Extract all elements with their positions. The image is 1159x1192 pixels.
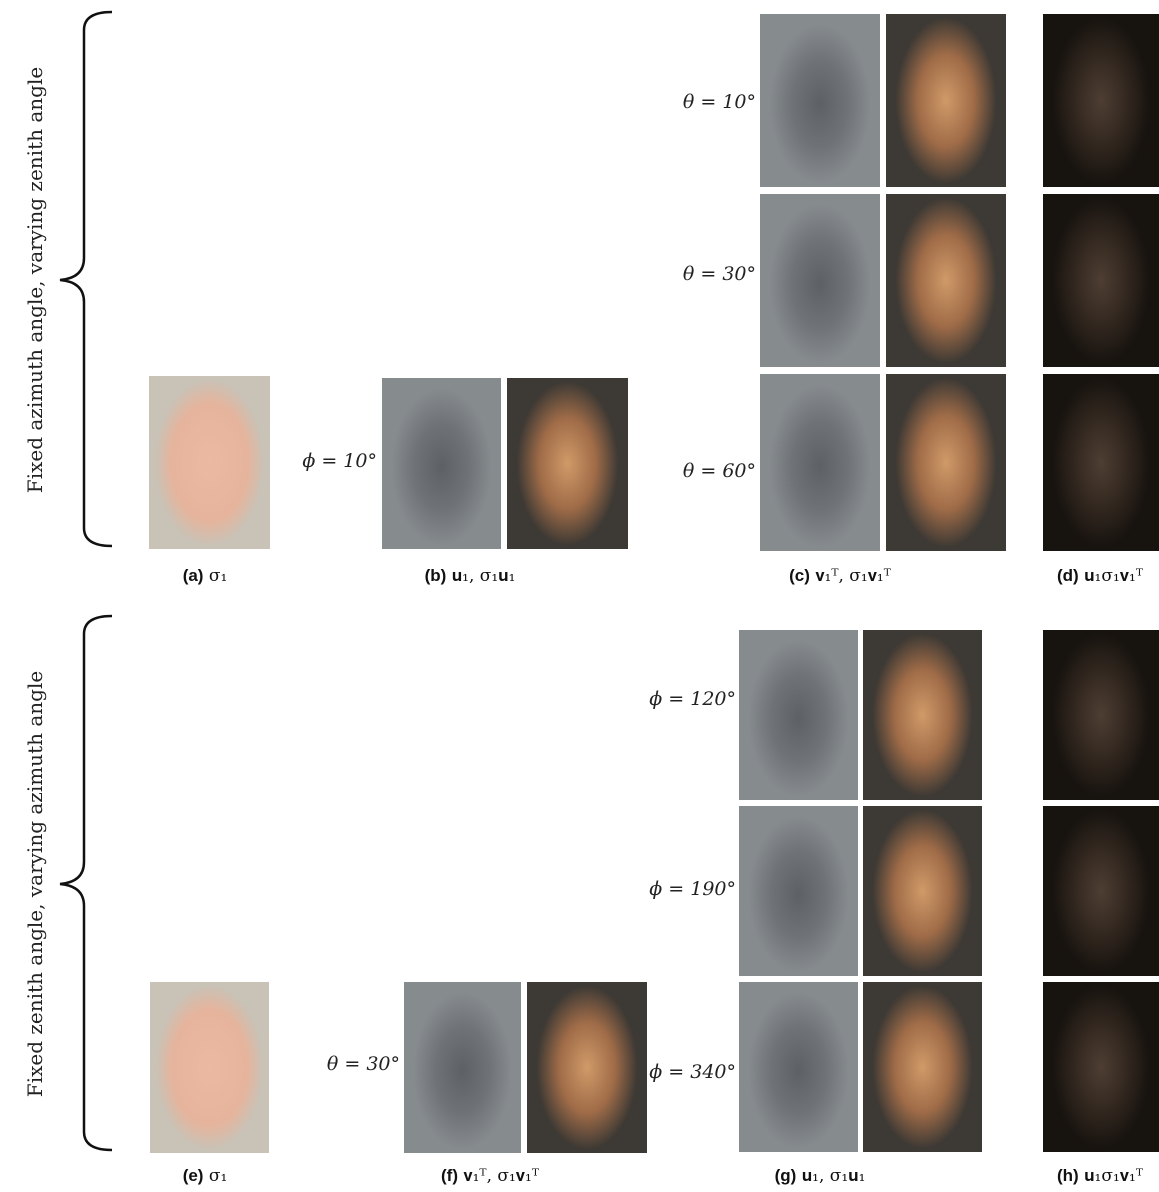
face-image (739, 806, 858, 976)
caption: (d) 𝐮₁σ₁𝐯₁ᵀ (990, 566, 1159, 586)
face-image (1043, 630, 1159, 800)
angle-label: θ = 60° (682, 460, 756, 482)
caption-math: σ₁ (208, 566, 228, 586)
face-image (886, 374, 1006, 551)
face-image (527, 982, 647, 1153)
side-label: Fixed zenith angle, varying azimuth angl… (23, 670, 47, 1098)
caption: (g) 𝐮₁, σ₁𝐮₁ (710, 1166, 930, 1186)
angle-label: ϕ = 120° (649, 688, 736, 710)
brace (59, 10, 113, 548)
face-image (1043, 14, 1159, 187)
caption-tag: (d) (1057, 566, 1079, 585)
caption: (b) 𝐮₁, σ₁𝐮₁ (360, 566, 580, 586)
caption-tag: (a) (182, 566, 204, 585)
face-image (404, 982, 521, 1153)
face-image (382, 378, 501, 549)
caption: (f) 𝐯₁ᵀ, σ₁𝐯₁ᵀ (380, 1166, 600, 1186)
caption-tag: (c) (789, 566, 810, 585)
face-image (739, 630, 858, 800)
caption-math: 𝐮₁, σ₁𝐮₁ (451, 566, 516, 586)
caption-math: 𝐯₁ᵀ, σ₁𝐯₁ᵀ (463, 1166, 539, 1186)
face-image (760, 374, 880, 551)
face-image (1043, 374, 1159, 551)
caption-math: σ₁ (208, 1166, 228, 1186)
face-image (1043, 806, 1159, 976)
brace (59, 614, 113, 1152)
caption-math: 𝐮₁σ₁𝐯₁ᵀ (1084, 1166, 1143, 1186)
caption-math: 𝐯₁ᵀ, σ₁𝐯₁ᵀ (815, 566, 891, 586)
face-image (1043, 982, 1159, 1152)
angle-label: ϕ = 340° (649, 1061, 736, 1083)
side-label: Fixed azimuth angle, varying zenith angl… (23, 66, 47, 494)
face-image (886, 194, 1006, 367)
caption-math: 𝐮₁, σ₁𝐮₁ (801, 1166, 866, 1186)
face-image (150, 982, 269, 1153)
caption-tag: (b) (424, 566, 447, 585)
caption-tag: (e) (182, 1166, 204, 1185)
caption-math: 𝐮₁σ₁𝐯₁ᵀ (1084, 566, 1143, 586)
caption: (e) σ₁ (95, 1166, 315, 1186)
face-image (863, 806, 982, 976)
angle-label: θ = 10° (682, 91, 756, 113)
caption-tag: (f) (441, 1166, 458, 1185)
caption: (c) 𝐯₁ᵀ, σ₁𝐯₁ᵀ (730, 566, 950, 586)
angle-label: ϕ = 190° (649, 878, 736, 900)
face-image (886, 14, 1006, 187)
face-image (1043, 194, 1159, 367)
face-image (863, 982, 982, 1152)
face-image (149, 376, 270, 549)
face-image (739, 982, 858, 1152)
face-image (863, 630, 982, 800)
angle-label: θ = 30° (682, 263, 756, 285)
angle-label: ϕ = 10° (302, 450, 377, 472)
caption-tag: (h) (1057, 1166, 1079, 1185)
caption: (h) 𝐮₁σ₁𝐯₁ᵀ (990, 1166, 1159, 1186)
angle-label: θ = 30° (326, 1053, 400, 1075)
caption: (a) σ₁ (95, 566, 315, 586)
caption-tag: (g) (774, 1166, 797, 1185)
face-image (760, 14, 880, 187)
face-image (760, 194, 880, 367)
face-image (507, 378, 628, 549)
